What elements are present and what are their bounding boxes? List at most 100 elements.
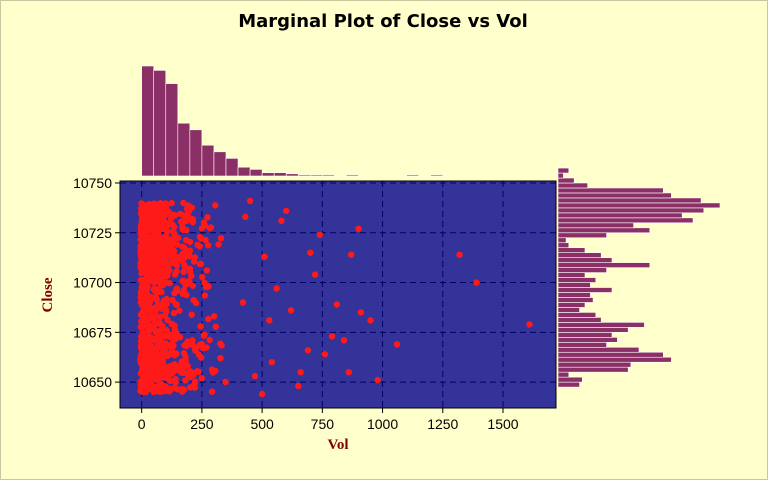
scatter-point: [162, 340, 169, 347]
y-histogram-bar: [557, 332, 613, 338]
y-histogram-bar: [557, 337, 618, 343]
scatter-point: [144, 217, 151, 224]
scatter-point: [328, 333, 336, 340]
scatter-point: [266, 317, 273, 324]
y-histogram-bar: [557, 187, 664, 194]
scatter-point: [311, 271, 319, 278]
scatter-points: [137, 197, 533, 398]
scatter-point: [348, 251, 355, 258]
scatter-point: [165, 367, 172, 374]
scatter-point: [181, 342, 188, 349]
scatter-point: [188, 311, 195, 318]
x-tick-label: 250: [190, 416, 214, 432]
scatter-point: [200, 332, 207, 339]
scatter-point: [456, 251, 463, 258]
scatter-point: [148, 343, 155, 350]
scatter-point: [374, 376, 381, 384]
scatter-point: [152, 260, 159, 268]
y-histogram-bar: [557, 252, 602, 258]
x-tick-label: 750: [311, 416, 335, 432]
scatter-point: [321, 351, 328, 358]
y-histogram-bar: [557, 202, 721, 209]
scatter-point: [273, 285, 280, 292]
x-tick-label: 1000: [367, 416, 398, 432]
scatter-point: [208, 388, 216, 395]
y-tick-label: 10650: [73, 374, 112, 390]
y-histogram-bar: [557, 322, 645, 328]
scatter-point: [155, 235, 162, 242]
scatter-point: [157, 280, 164, 288]
y-histogram-bar: [557, 262, 651, 268]
scatter-point: [355, 225, 362, 232]
scatter-point: [183, 291, 190, 299]
y-histogram-bar: [557, 192, 672, 199]
scatter-point: [157, 313, 164, 320]
scatter-point: [159, 360, 166, 367]
y-histogram-bar: [557, 341, 607, 348]
scatter-point: [154, 373, 162, 380]
x-axis-ticks: 0 250 500 750 1000 1250 1500: [138, 408, 519, 432]
scatter-point: [151, 285, 158, 292]
scatter-point: [186, 265, 194, 272]
y-histogram-bar: [557, 376, 583, 383]
scatter-point: [178, 218, 185, 225]
y-histogram-bar: [557, 351, 664, 358]
scatter-point: [192, 299, 200, 307]
scatter-point: [164, 352, 171, 359]
scatter-point: [188, 338, 196, 345]
scatter-point: [307, 249, 314, 256]
scatter-point: [168, 199, 175, 207]
scatter-point: [242, 213, 249, 220]
scatter-point: [163, 300, 170, 307]
scatter-point: [169, 211, 176, 218]
x-histogram-bar: [177, 122, 191, 177]
x-tick-label: 0: [138, 416, 146, 432]
scatter-point: [340, 337, 348, 344]
scatter-point: [153, 348, 160, 356]
scatter-point: [239, 299, 247, 306]
scatter-point: [198, 375, 205, 382]
scatter-point: [182, 377, 189, 384]
y-tick-label: 10725: [73, 225, 112, 241]
y-histogram-bar: [557, 207, 705, 214]
x-histogram-bar: [165, 83, 179, 177]
scatter-point: [163, 327, 170, 334]
scatter-point: [137, 288, 145, 296]
scatter-point: [215, 241, 222, 248]
scatter-point: [393, 341, 401, 348]
y-histogram-bar: [557, 356, 672, 363]
scatter-point: [138, 208, 145, 215]
scatter-point: [203, 267, 211, 274]
scatter-point: [171, 223, 178, 231]
scatter-point: [141, 347, 148, 354]
scatter-point: [205, 315, 212, 323]
scatter-point: [140, 380, 147, 387]
scatter-point: [287, 307, 295, 314]
y-histogram-bar: [557, 317, 602, 323]
scatter-point: [202, 283, 210, 291]
scatter-point: [217, 235, 225, 242]
scatter-point: [172, 300, 179, 308]
scatter-point: [246, 197, 254, 205]
x-histogram-bar: [346, 174, 359, 177]
y-histogram-bar: [557, 302, 586, 308]
scatter-point: [194, 368, 201, 375]
scatter-point: [171, 271, 179, 278]
scatter-point: [154, 272, 161, 280]
scatter-point: [163, 260, 170, 267]
scatter-point: [151, 304, 159, 311]
scatter-point: [168, 341, 175, 348]
scatter-point: [194, 241, 201, 249]
x-histogram-bar: [309, 174, 323, 177]
scatter-point: [160, 252, 167, 259]
scatter-point: [168, 260, 175, 267]
y-histogram-bar: [557, 167, 570, 174]
y-axis-label: Close: [40, 277, 56, 312]
x-histogram-bar: [213, 151, 227, 177]
scatter-point: [357, 309, 365, 316]
scatter-point: [179, 243, 186, 250]
scatter-point: [209, 369, 217, 376]
scatter-point: [139, 213, 146, 221]
scatter-point: [170, 309, 178, 317]
